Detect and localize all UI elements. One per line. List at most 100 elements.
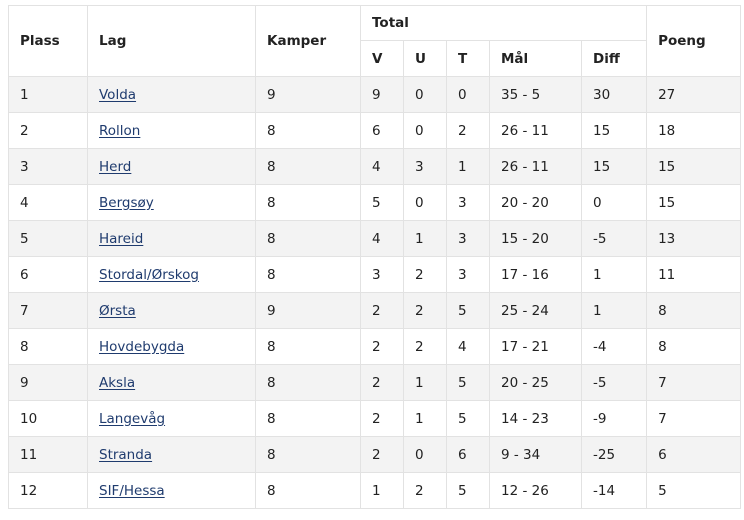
cell-v: 5 (360, 184, 404, 221)
cell-kamper: 8 (255, 256, 361, 293)
cell-lag: SIF/Hessa (87, 472, 256, 509)
header-total: Total (359, 5, 648, 41)
cell-mal: 35 - 5 (489, 76, 582, 113)
cell-mal: 17 - 16 (489, 256, 582, 293)
cell-kamper: 8 (255, 112, 361, 149)
header-v: V (360, 40, 404, 77)
cell-kamper: 8 (255, 364, 361, 401)
cell-v: 2 (360, 328, 404, 365)
header-plass: Plass (8, 5, 88, 77)
cell-poeng: 13 (646, 220, 742, 257)
cell-t: 1 (446, 148, 490, 185)
table-row: 10 Langevåg 8 2 1 5 14 - 23 -9 7 (8, 400, 742, 437)
cell-kamper: 8 (255, 400, 361, 437)
cell-plass: 7 (8, 292, 88, 329)
cell-plass: 12 (8, 472, 88, 509)
team-link[interactable]: Rollon (99, 122, 141, 139)
cell-mal: 20 - 20 (489, 184, 582, 221)
cell-t: 5 (446, 292, 490, 329)
cell-u: 0 (403, 112, 447, 149)
cell-mal: 9 - 34 (489, 436, 582, 473)
cell-poeng: 8 (646, 328, 742, 365)
cell-poeng: 7 (646, 400, 742, 437)
cell-lag: Herd (87, 148, 256, 185)
table-row: 3 Herd 8 4 3 1 26 - 11 15 15 (8, 148, 742, 185)
team-link[interactable]: Bergsøy (99, 194, 154, 211)
cell-v: 2 (360, 364, 404, 401)
header-kamper: Kamper (255, 5, 361, 77)
cell-lag: Langevåg (87, 400, 256, 437)
team-link[interactable]: Herd (99, 158, 132, 175)
cell-u: 0 (403, 184, 447, 221)
team-link[interactable]: Ørsta (99, 302, 136, 319)
cell-lag: Hovdebygda (87, 328, 256, 365)
cell-u: 1 (403, 364, 447, 401)
team-link[interactable]: Volda (99, 86, 137, 103)
cell-poeng: 7 (646, 364, 742, 401)
cell-plass: 11 (8, 436, 88, 473)
cell-t: 2 (446, 112, 490, 149)
cell-plass: 4 (8, 184, 88, 221)
cell-mal: 14 - 23 (489, 400, 582, 437)
cell-diff: -5 (580, 220, 648, 257)
team-link[interactable]: Aksla (99, 374, 136, 391)
team-link[interactable]: Stranda (99, 446, 153, 463)
cell-lag: Ørsta (87, 292, 256, 329)
cell-t: 5 (446, 400, 490, 437)
cell-t: 3 (446, 184, 490, 221)
cell-poeng: 5 (646, 472, 742, 509)
cell-kamper: 8 (255, 184, 361, 221)
cell-u: 2 (403, 328, 447, 365)
cell-u: 2 (403, 256, 447, 293)
cell-t: 5 (446, 364, 490, 401)
cell-t: 5 (446, 472, 490, 509)
cell-kamper: 8 (255, 436, 361, 473)
cell-plass: 9 (8, 364, 88, 401)
cell-diff: 30 (580, 76, 648, 113)
cell-diff: -9 (580, 400, 648, 437)
team-link[interactable]: Langevåg (99, 410, 166, 427)
cell-diff: 1 (580, 256, 648, 293)
cell-plass: 3 (8, 148, 88, 185)
team-link[interactable]: Hovdebygda (99, 338, 185, 355)
standings-table-container: Plass Lag Kamper Total Poeng V U T Mål D… (8, 5, 742, 509)
cell-u: 2 (403, 472, 447, 509)
table-row: 11 Stranda 8 2 0 6 9 - 34 -25 6 (8, 436, 742, 473)
table-row: 8 Hovdebygda 8 2 2 4 17 - 21 -4 8 (8, 328, 742, 365)
cell-t: 6 (446, 436, 490, 473)
cell-v: 2 (360, 436, 404, 473)
cell-diff: -25 (580, 436, 648, 473)
team-link[interactable]: Hareid (99, 230, 144, 247)
cell-u: 1 (403, 220, 447, 257)
cell-mal: 12 - 26 (489, 472, 582, 509)
cell-mal: 26 - 11 (489, 112, 582, 149)
table-row: 6 Stordal/Ørskog 8 3 2 3 17 - 16 1 11 (8, 256, 742, 293)
cell-lag: Stordal/Ørskog (87, 256, 256, 293)
cell-poeng: 11 (646, 256, 742, 293)
cell-u: 2 (403, 292, 447, 329)
cell-v: 9 (360, 76, 404, 113)
cell-lag: Aksla (87, 364, 256, 401)
cell-u: 0 (403, 436, 447, 473)
cell-diff: 15 (580, 148, 648, 185)
cell-kamper: 8 (255, 220, 361, 257)
team-link[interactable]: SIF/Hessa (99, 482, 165, 499)
cell-t: 3 (446, 220, 490, 257)
table-row: 4 Bergsøy 8 5 0 3 20 - 20 0 15 (8, 184, 742, 221)
table-row: 7 Ørsta 9 2 2 5 25 - 24 1 8 (8, 292, 742, 329)
cell-v: 3 (360, 256, 404, 293)
cell-lag: Volda (87, 76, 256, 113)
cell-poeng: 27 (646, 76, 742, 113)
cell-lag: Hareid (87, 220, 256, 257)
cell-poeng: 8 (646, 292, 742, 329)
cell-kamper: 8 (255, 148, 361, 185)
cell-diff: -14 (580, 472, 648, 509)
cell-v: 4 (360, 148, 404, 185)
cell-kamper: 8 (255, 328, 361, 365)
cell-diff: 15 (580, 112, 648, 149)
table-row: 2 Rollon 8 6 0 2 26 - 11 15 18 (8, 112, 742, 149)
cell-plass: 2 (8, 112, 88, 149)
cell-plass: 6 (8, 256, 88, 293)
cell-kamper: 9 (255, 76, 361, 113)
team-link[interactable]: Stordal/Ørskog (99, 266, 199, 283)
